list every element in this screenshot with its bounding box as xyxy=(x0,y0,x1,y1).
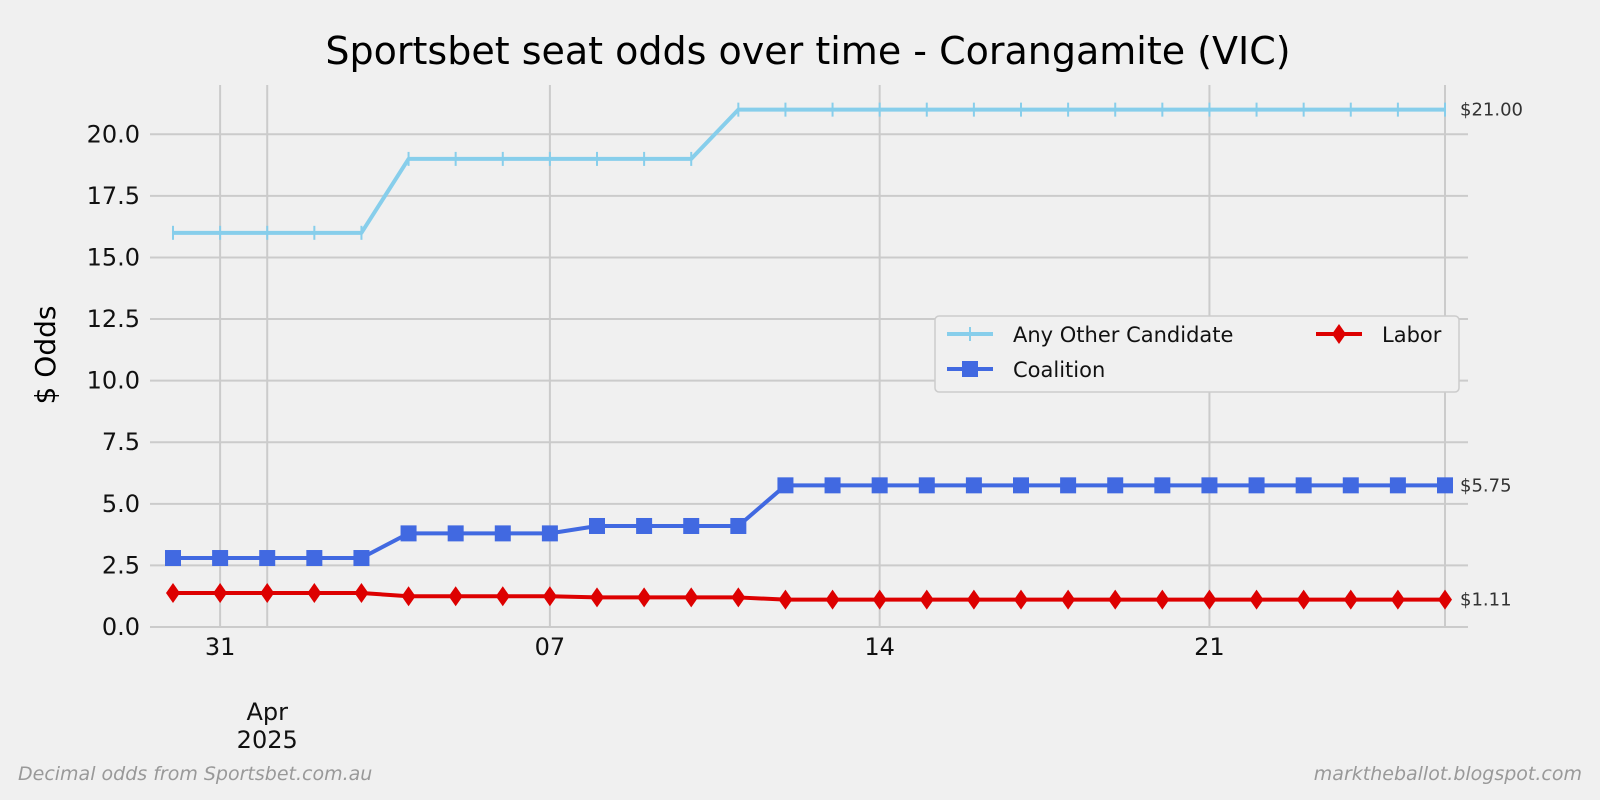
data-point xyxy=(1249,589,1264,610)
data-point xyxy=(260,583,275,604)
end-labels: $21.00 $5.75 $1.11 xyxy=(1460,100,1523,611)
data-point xyxy=(589,517,605,534)
data-point xyxy=(637,587,652,608)
data-point xyxy=(494,525,511,542)
y-tick-label: 2.5 xyxy=(102,551,140,579)
end-value-label: $21.00 xyxy=(1460,100,1523,121)
data-point xyxy=(212,550,229,567)
data-point xyxy=(825,589,840,610)
series-line xyxy=(173,483,1445,561)
data-point xyxy=(400,525,417,542)
data-point xyxy=(1390,589,1405,610)
data-point xyxy=(542,586,557,607)
data-point xyxy=(1201,477,1218,494)
end-value-label: $1.11 xyxy=(1460,590,1512,611)
data-point xyxy=(1343,589,1358,610)
y-tick-label: 17.5 xyxy=(87,182,140,210)
data-point xyxy=(962,361,978,377)
footer-credit: marktheballot.blogspot.com xyxy=(1314,763,1582,785)
x-tick-label: Apr 2025 xyxy=(237,698,298,754)
data-point xyxy=(919,589,934,610)
data-point xyxy=(259,550,276,567)
legend-item: Coalition xyxy=(947,358,1105,382)
y-tick-label: 5.0 xyxy=(102,490,140,518)
ticks: 0.0 2.5 5.0 7.5 10.0 12.5 15.0 17.5 20.0 31 Apr 202… xyxy=(87,120,1225,754)
data-point xyxy=(307,583,322,604)
legend-label: Labor xyxy=(1382,323,1442,347)
data-point xyxy=(1014,589,1028,610)
x-tick-label: 21 xyxy=(1194,633,1225,661)
data-point xyxy=(1107,477,1124,494)
data-point xyxy=(871,477,888,494)
data-point xyxy=(1248,477,1265,494)
data-point xyxy=(730,517,747,534)
series-line xyxy=(173,591,1445,602)
data-point xyxy=(1061,589,1076,610)
x-tick-label: 14 xyxy=(864,633,895,661)
y-tick-label: 0.0 xyxy=(102,613,140,641)
data-point xyxy=(541,525,558,542)
data-point xyxy=(306,550,323,567)
data-point xyxy=(448,586,463,607)
legend-label: Coalition xyxy=(1013,358,1105,382)
data-point xyxy=(778,589,793,610)
y-tick-label: 10.0 xyxy=(87,367,140,395)
data-point xyxy=(1332,324,1346,344)
data-point xyxy=(1060,477,1077,494)
footer-source: Decimal odds from Sportsbet.com.au xyxy=(18,763,372,785)
data-point xyxy=(447,525,464,542)
data-point xyxy=(966,589,981,610)
end-value-label: $5.75 xyxy=(1460,475,1512,496)
data-point xyxy=(824,477,841,494)
data-point xyxy=(918,477,935,494)
data-point xyxy=(1296,589,1311,610)
data-point xyxy=(590,587,604,608)
data-point xyxy=(1389,477,1406,494)
data-point xyxy=(1202,589,1217,610)
data-point xyxy=(354,583,369,604)
legend: Any Other Candidate Coalition Labor xyxy=(934,315,1460,393)
y-tick-label: 15.0 xyxy=(87,243,140,271)
data-point xyxy=(684,587,699,608)
data-point xyxy=(165,550,181,567)
data-point xyxy=(1342,477,1359,494)
x-tick-label: 31 xyxy=(205,633,236,661)
data-point xyxy=(1108,589,1123,610)
data-point xyxy=(495,586,510,607)
series-layer xyxy=(165,102,1453,610)
data-point xyxy=(1155,589,1170,610)
data-point xyxy=(1013,477,1029,494)
chart-title: Sportsbet seat odds over time - Corangam… xyxy=(325,29,1290,73)
y-tick-label: 7.5 xyxy=(102,428,140,456)
data-point xyxy=(1438,589,1452,610)
legend-item: Any Other Candidate xyxy=(947,323,1233,347)
series-line xyxy=(173,107,1445,235)
series-coalition xyxy=(165,477,1453,567)
data-point xyxy=(1295,477,1312,494)
data-point xyxy=(401,586,416,607)
data-point xyxy=(353,550,370,567)
y-tick-label: 20.0 xyxy=(87,120,140,148)
series-any-other-candidate xyxy=(172,102,1446,240)
data-point xyxy=(731,587,746,608)
data-point xyxy=(683,517,700,534)
legend-label: Any Other Candidate xyxy=(1013,323,1233,347)
data-point xyxy=(213,583,228,604)
data-point xyxy=(777,477,794,494)
data-point xyxy=(166,583,180,604)
data-point xyxy=(872,589,887,610)
y-axis-label: $ Odds xyxy=(29,306,62,405)
data-point xyxy=(636,517,653,534)
x-tick-label: 07 xyxy=(535,633,566,661)
data-point xyxy=(1437,477,1453,494)
data-point xyxy=(965,477,982,494)
y-tick-label: 12.5 xyxy=(87,305,140,333)
series-labor xyxy=(166,583,1452,610)
legend-item: Labor xyxy=(1316,323,1442,347)
data-point xyxy=(1154,477,1171,494)
